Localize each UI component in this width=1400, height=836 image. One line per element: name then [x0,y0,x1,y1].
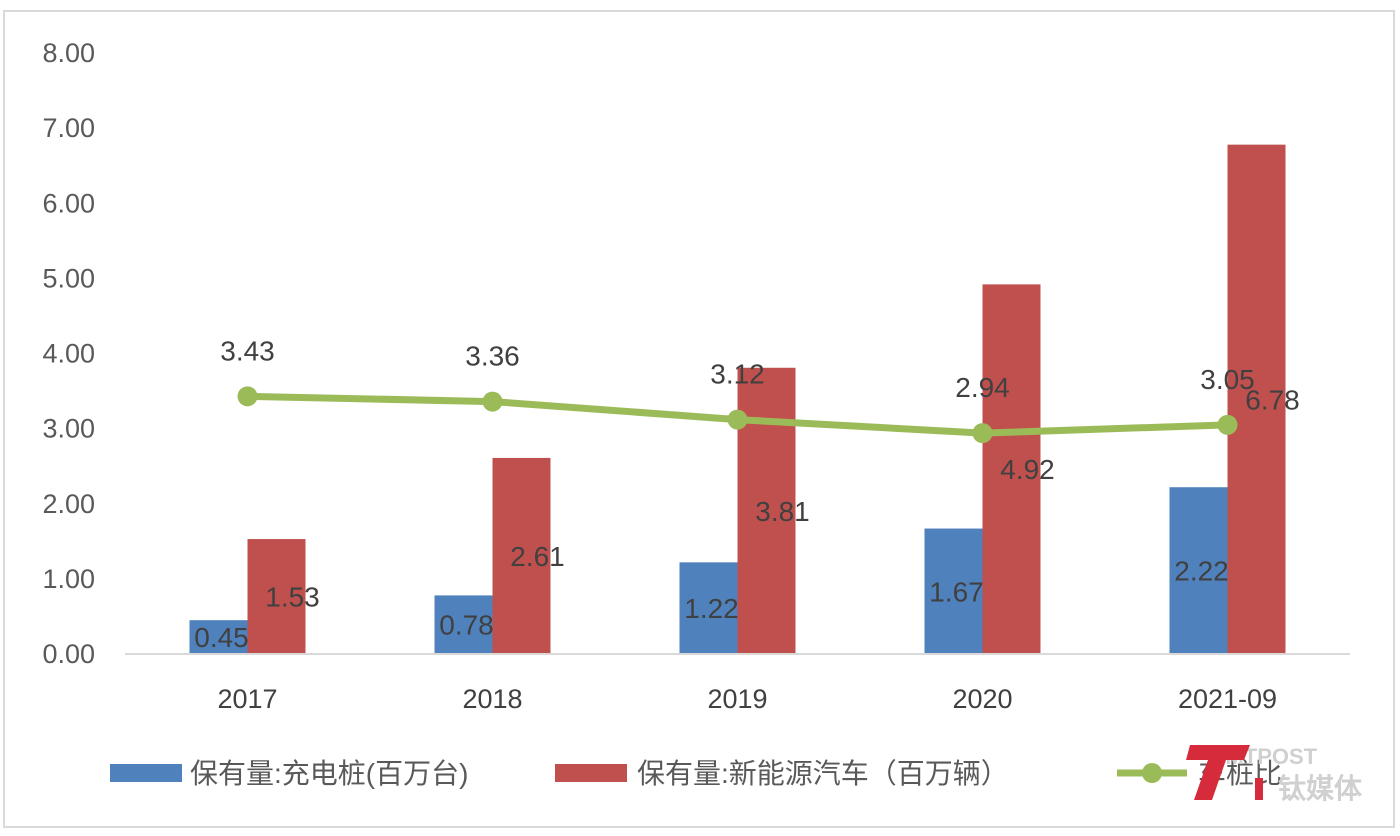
data-label: 6.78 [1245,384,1300,415]
legend-marker [1142,763,1162,783]
data-label: 1.22 [684,593,739,624]
ratio-label: 3.05 [1200,364,1255,395]
data-labels: 0.45 0.78 1.22 1.67 2.22 1.53 2.61 3.81 4.92 6.78… [194,335,1300,653]
ratio-label: 3.12 [710,359,765,390]
data-label: 4.92 [1000,454,1055,485]
data-label: 0.45 [194,622,249,653]
x-tick-label: 2017 [217,684,277,714]
y-axis: 0.00 1.00 2.00 3.00 4.00 5.00 6.00 7.00 8.00 [42,38,95,669]
ratio-point [1217,414,1238,435]
y-tick-label: 8.00 [42,38,95,68]
bar-charging-pile [434,595,493,654]
ratio-point [972,423,993,444]
bar-nev [492,457,551,654]
bar-nev [982,284,1041,654]
ratio-line [237,386,1238,444]
bar-nev [1227,144,1286,654]
y-tick-label: 0.00 [42,639,95,669]
bar-charging-pile [1169,487,1228,654]
x-tick-label: 2019 [707,684,767,714]
x-tick-label: 2020 [952,684,1012,714]
y-tick-label: 1.00 [42,564,95,594]
watermark-cn-text: 钛媒体 [1278,773,1363,804]
ratio-label: 3.36 [465,341,520,372]
ratio-point [727,409,748,430]
x-tick-label: 2018 [462,684,522,714]
y-tick-label: 2.00 [42,489,95,519]
y-tick-label: 7.00 [42,113,95,143]
data-label: 3.81 [755,496,810,527]
data-label: 1.53 [265,582,320,613]
legend: 保有量:充电桩(百万台) 保有量:新能源汽车（百万辆） 车桩比 [110,758,1282,789]
watermark-bar [1255,778,1263,800]
y-tick-label: 3.00 [42,414,95,444]
watermark-mark [1186,745,1250,800]
legend-label: 保有量:新能源汽车（百万辆） [637,758,1009,789]
bar-charging-pile [679,562,738,654]
data-label: 1.67 [929,576,984,607]
ratio-label: 2.94 [955,372,1010,403]
legend-swatch [555,764,627,782]
bar-nev [737,367,796,654]
bars [189,144,1286,654]
bar-charging-pile [924,528,983,654]
bar-nev [247,539,306,654]
ratio-point [482,391,503,412]
ratio-label: 3.43 [220,335,275,366]
x-tick-label: 2021-09 [1178,684,1277,714]
y-tick-label: 4.00 [42,339,95,369]
bar-charging-pile [189,620,248,654]
data-label: 2.22 [1174,556,1229,587]
y-tick-label: 6.00 [42,188,95,218]
data-label: 2.61 [510,541,565,572]
data-label: 0.78 [439,610,494,641]
legend-swatch [110,764,182,782]
watermark-logo: TMTPOST 钛媒体 [1186,744,1363,804]
ratio-point [237,386,258,407]
y-tick-label: 5.00 [42,263,95,293]
x-axis: 2017 2018 2019 2020 2021-09 [125,653,1350,714]
legend-label: 保有量:充电桩(百万台) [190,758,468,789]
